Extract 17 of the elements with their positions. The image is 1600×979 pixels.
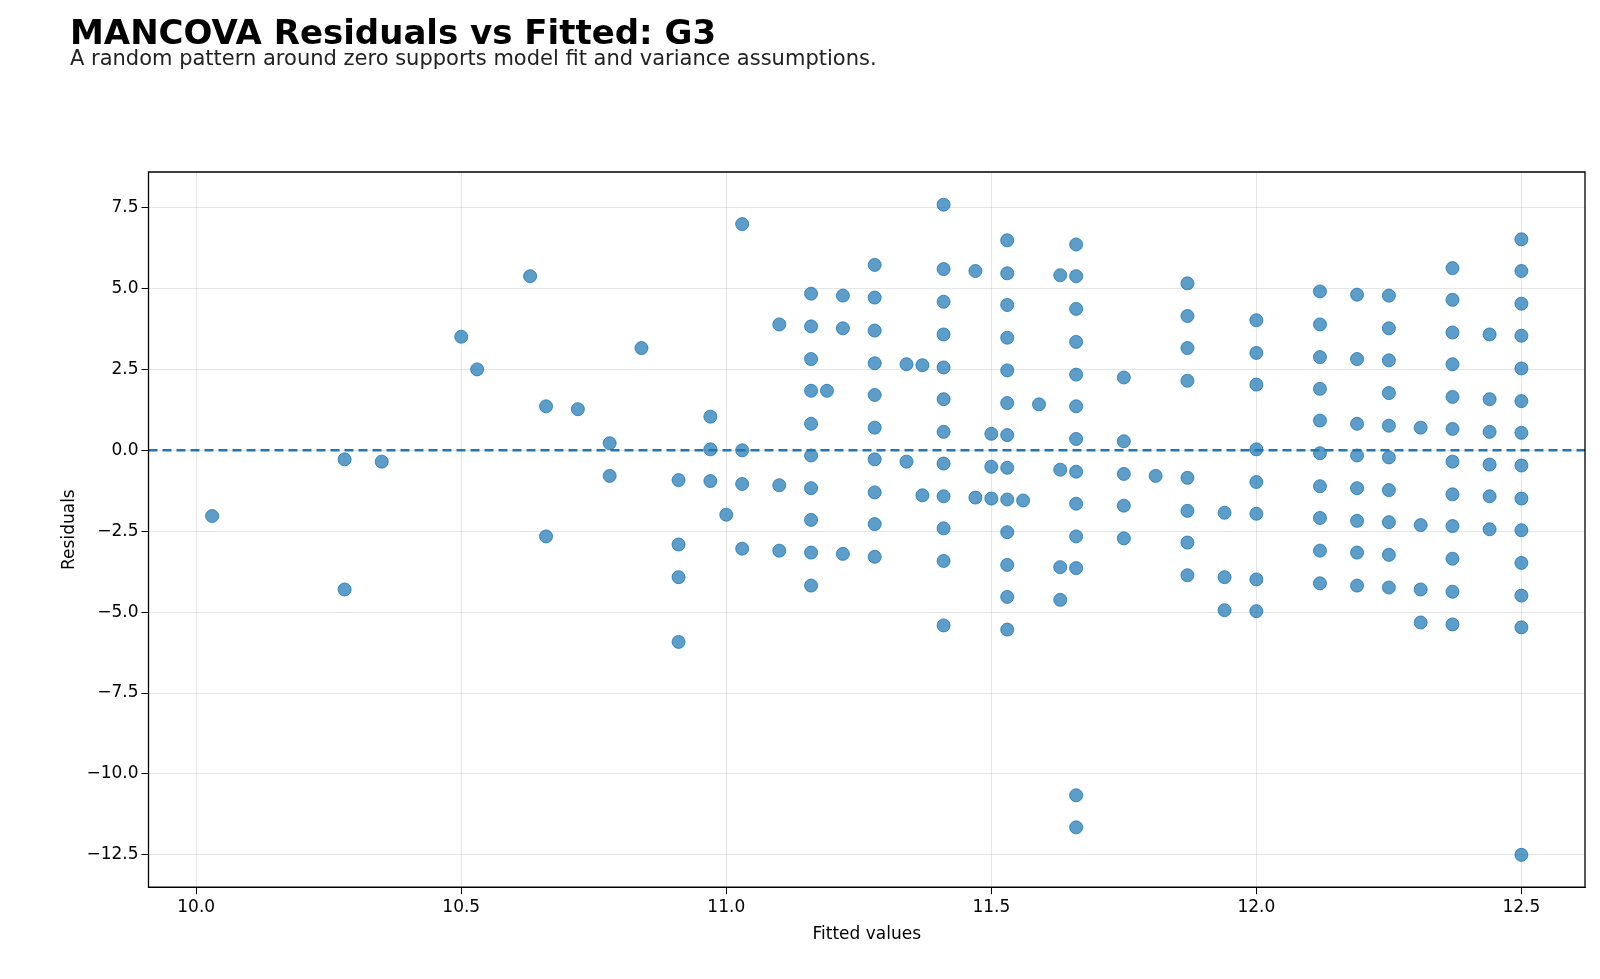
y-tick-label: −5.0 — [97, 600, 139, 621]
x-tick-label: 12.5 — [1502, 895, 1541, 916]
x-tick-label: 10.0 — [177, 895, 216, 916]
y-tick-label: −12.5 — [86, 843, 139, 864]
x-tick-label: 12.0 — [1237, 895, 1276, 916]
y-axis-title: Residuals — [57, 489, 78, 570]
x-axis-title: Fitted values — [812, 923, 922, 944]
y-tick-label: 2.5 — [111, 357, 139, 378]
y-tick-label: 0.0 — [111, 438, 139, 459]
y-tick-label: −7.5 — [97, 681, 139, 702]
y-tick-label: −2.5 — [97, 519, 139, 540]
y-tick-label: −10.0 — [86, 762, 139, 783]
x-tick-label: 11.0 — [707, 895, 746, 916]
x-tick-label: 11.5 — [972, 895, 1011, 916]
y-tick-label: 7.5 — [111, 196, 139, 217]
y-tick-label: 5.0 — [111, 276, 139, 297]
x-tick-label: 10.5 — [442, 895, 481, 916]
